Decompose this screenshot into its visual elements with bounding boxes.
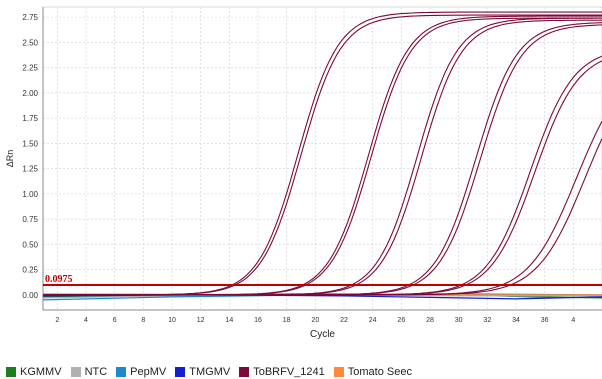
x-axis-title: Cycle (310, 329, 335, 340)
legend-label-pepmv: PepMV (130, 366, 167, 378)
legend: KGMMV NTC PepMV TMGMV ToBRFV_1241 Tomato… (6, 365, 421, 379)
legend-swatch-tobrfv (239, 367, 250, 377)
x-tick-label: 2 (55, 317, 59, 324)
legend-label-tomato-seed: Tomato Seec (347, 366, 412, 378)
y-tick-label: 1.25 (22, 165, 38, 174)
y-tick-label: 0.50 (22, 240, 38, 249)
legend-swatch-tmgmv (175, 367, 186, 377)
x-tick-label: 16 (254, 317, 262, 324)
x-tick-label: 22 (340, 317, 348, 324)
legend-item-tobrfv[interactable]: ToBRFV_1241 (239, 366, 325, 378)
legend-swatch-tomato-seed (333, 367, 344, 377)
legend-swatch-pepmv (116, 367, 127, 377)
y-tick-label: 0.25 (22, 266, 38, 275)
x-tick-label: 12 (197, 317, 205, 324)
x-tick-label: 14 (225, 317, 233, 324)
y-tick-label: 2.25 (22, 64, 38, 73)
plot-area (42, 6, 602, 311)
legend-label-tmgmv: TMGMV (189, 366, 231, 378)
x-tick-label: 6 (113, 317, 117, 324)
y-tick-label: 2.00 (22, 89, 38, 98)
y-tick-label: 1.75 (22, 114, 38, 123)
y-tick-label: 2.50 (22, 38, 38, 47)
y-tick-label: 1.50 (22, 139, 38, 148)
x-tick-label: 32 (483, 317, 491, 324)
legend-label-tobrfv: ToBRFV_1241 (253, 366, 325, 378)
legend-swatch-kgmmv (6, 367, 16, 377)
legend-item-kgmmv[interactable]: KGMMV (6, 366, 62, 378)
y-tick-label: 0.75 (22, 215, 38, 224)
x-tick-label: 4 (571, 317, 575, 324)
legend-label-kgmmv: KGMMV (20, 366, 62, 378)
y-tick-label: 1.00 (22, 190, 38, 199)
x-tick-label: 18 (283, 317, 291, 324)
threshold-label: 0.0975 (45, 274, 73, 285)
y-tick-label: 0.00 (22, 291, 38, 300)
x-tick-label: 30 (455, 317, 463, 324)
x-tick-label: 24 (369, 317, 377, 324)
x-tick-label: 28 (426, 317, 434, 324)
x-tick-label: 34 (512, 317, 520, 324)
x-tick-label: 26 (397, 317, 405, 324)
y-axis-title: ΔRn (5, 150, 15, 168)
y-tick-label: 2.75 (22, 13, 38, 22)
legend-item-tomato-seed[interactable]: Tomato Seec (333, 366, 412, 378)
legend-item-pepmv[interactable]: PepMV (116, 366, 166, 378)
legend-swatch-ntc (70, 367, 81, 377)
x-tick-label: 20 (311, 317, 319, 324)
legend-item-tmgmv[interactable]: TMGMV (175, 366, 230, 378)
legend-item-ntc[interactable]: NTC (70, 366, 108, 378)
x-tick-label: 10 (168, 317, 176, 324)
x-tick-label: 4 (84, 317, 88, 324)
x-tick-label: 8 (141, 317, 145, 324)
x-tick-label: 36 (541, 317, 549, 324)
amplification-plot: 2 4 6 8 10 12 14 16 18 20 22 24 26 28 30 32 34 36 40.000.2… (5, 6, 602, 340)
legend-label-ntc: NTC (84, 366, 108, 378)
